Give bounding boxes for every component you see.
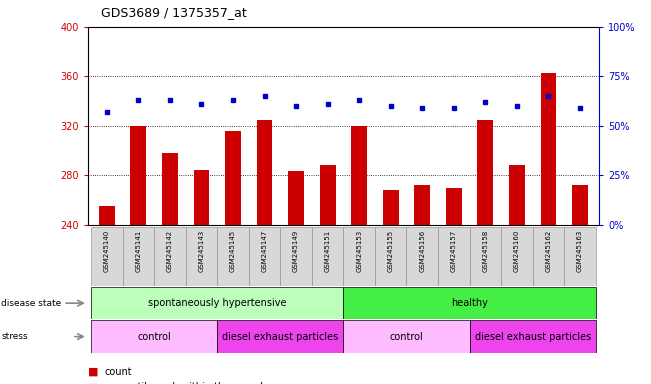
Bar xyxy=(217,320,344,353)
Text: GSM245155: GSM245155 xyxy=(388,230,394,271)
Bar xyxy=(415,185,430,225)
Text: percentile rank within the sample: percentile rank within the sample xyxy=(104,382,269,384)
Bar xyxy=(225,131,241,225)
Bar xyxy=(193,170,210,225)
Text: GSM245158: GSM245158 xyxy=(482,230,488,272)
Bar xyxy=(501,227,533,286)
Bar xyxy=(469,227,501,286)
Bar xyxy=(288,172,304,225)
Bar xyxy=(217,227,249,286)
Text: count: count xyxy=(104,367,132,377)
Text: disease state: disease state xyxy=(1,299,62,308)
Bar xyxy=(91,320,217,353)
Bar xyxy=(281,227,312,286)
Text: GSM245156: GSM245156 xyxy=(419,230,425,272)
Bar xyxy=(186,227,217,286)
Bar xyxy=(564,227,596,286)
Bar xyxy=(469,320,596,353)
Bar xyxy=(533,227,564,286)
Text: GSM245141: GSM245141 xyxy=(135,230,141,272)
Text: spontaneously hypertensive: spontaneously hypertensive xyxy=(148,298,286,308)
Bar xyxy=(446,187,462,225)
Text: control: control xyxy=(137,331,171,342)
Bar xyxy=(406,227,438,286)
Bar xyxy=(130,126,146,225)
Bar xyxy=(162,153,178,225)
Bar xyxy=(91,227,122,286)
Text: GSM245143: GSM245143 xyxy=(199,230,204,272)
Text: GSM245147: GSM245147 xyxy=(262,230,268,272)
Bar xyxy=(256,119,272,225)
Text: GSM245160: GSM245160 xyxy=(514,230,520,272)
Text: stress: stress xyxy=(1,332,28,341)
Text: GSM245163: GSM245163 xyxy=(577,230,583,272)
Bar xyxy=(383,190,398,225)
Bar xyxy=(312,227,344,286)
Bar xyxy=(540,73,557,225)
Text: GDS3689 / 1375357_at: GDS3689 / 1375357_at xyxy=(101,6,247,19)
Text: GSM245153: GSM245153 xyxy=(356,230,362,272)
Text: GSM245157: GSM245157 xyxy=(450,230,457,272)
Text: control: control xyxy=(389,331,423,342)
Text: GSM245151: GSM245151 xyxy=(325,230,331,272)
Bar xyxy=(344,227,375,286)
Text: diesel exhaust particles: diesel exhaust particles xyxy=(222,331,339,342)
Bar xyxy=(154,227,186,286)
Text: diesel exhaust particles: diesel exhaust particles xyxy=(475,331,591,342)
Text: GSM245142: GSM245142 xyxy=(167,230,173,271)
Bar xyxy=(344,320,469,353)
Bar xyxy=(122,227,154,286)
Bar xyxy=(249,227,281,286)
Text: GSM245140: GSM245140 xyxy=(104,230,110,272)
Bar xyxy=(320,166,335,225)
Bar xyxy=(509,166,525,225)
Bar xyxy=(91,287,344,319)
Bar xyxy=(572,185,588,225)
Bar xyxy=(438,227,469,286)
Bar xyxy=(375,227,406,286)
Text: healthy: healthy xyxy=(451,298,488,308)
Text: ■: ■ xyxy=(88,367,98,377)
Text: GSM245149: GSM245149 xyxy=(293,230,299,272)
Text: ■: ■ xyxy=(88,382,98,384)
Bar xyxy=(344,287,596,319)
Bar xyxy=(477,119,493,225)
Text: GSM245162: GSM245162 xyxy=(546,230,551,272)
Bar xyxy=(99,206,115,225)
Bar xyxy=(352,126,367,225)
Text: GSM245145: GSM245145 xyxy=(230,230,236,271)
